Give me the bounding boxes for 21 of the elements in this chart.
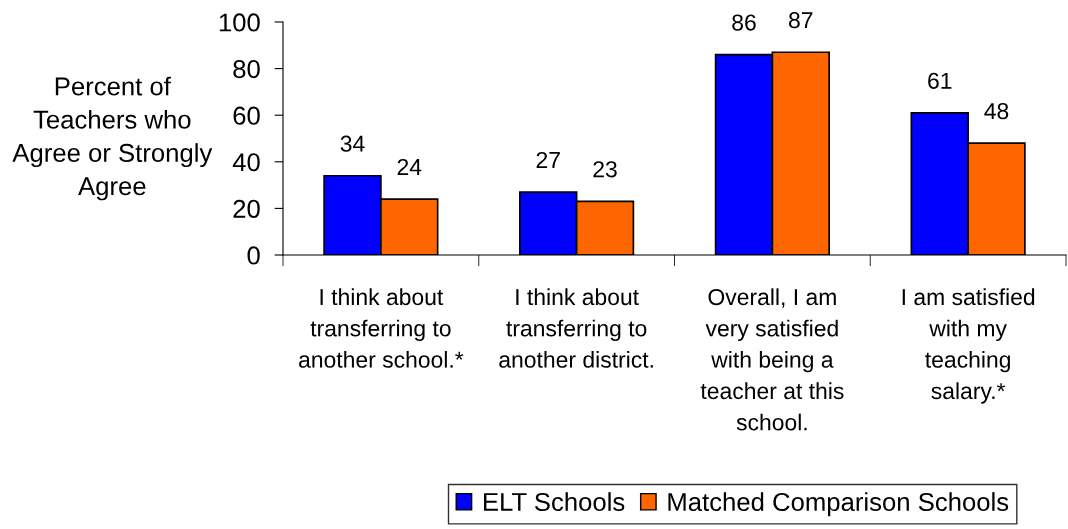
y-tick-label: 60 (233, 106, 260, 125)
y-tick-label: 0 (247, 246, 260, 265)
y-tick-label: 80 (233, 59, 260, 79)
legend-label: ELT Schools (484, 492, 625, 512)
legend-label: Matched Comparison Schools (668, 492, 1009, 517)
data-label: 61 (928, 72, 952, 89)
data-label: 24 (397, 158, 422, 175)
x-tick-label: I think about transferring to another district. (499, 288, 653, 368)
y-tick-label: 20 (233, 199, 260, 218)
y-axis-title: Percent of Teachers who Agree or Strongly Agree (12, 76, 213, 201)
data-label: 27 (536, 151, 560, 168)
x-tick-label: Overall, I am very satisfied with being a teacher at this school. (700, 288, 844, 431)
x-tick-label: I think about transferring to another school.* (299, 288, 464, 368)
y-tick-label: 100 (219, 13, 260, 32)
x-tick-label: I am satisfied with my teaching salary.* (902, 288, 1035, 404)
data-label: 48 (984, 102, 1009, 120)
data-label: 87 (789, 12, 813, 29)
y-tick-label: 40 (232, 153, 260, 172)
data-label: 23 (593, 161, 617, 178)
data-label: 86 (732, 14, 756, 31)
data-label: 34 (340, 135, 365, 152)
